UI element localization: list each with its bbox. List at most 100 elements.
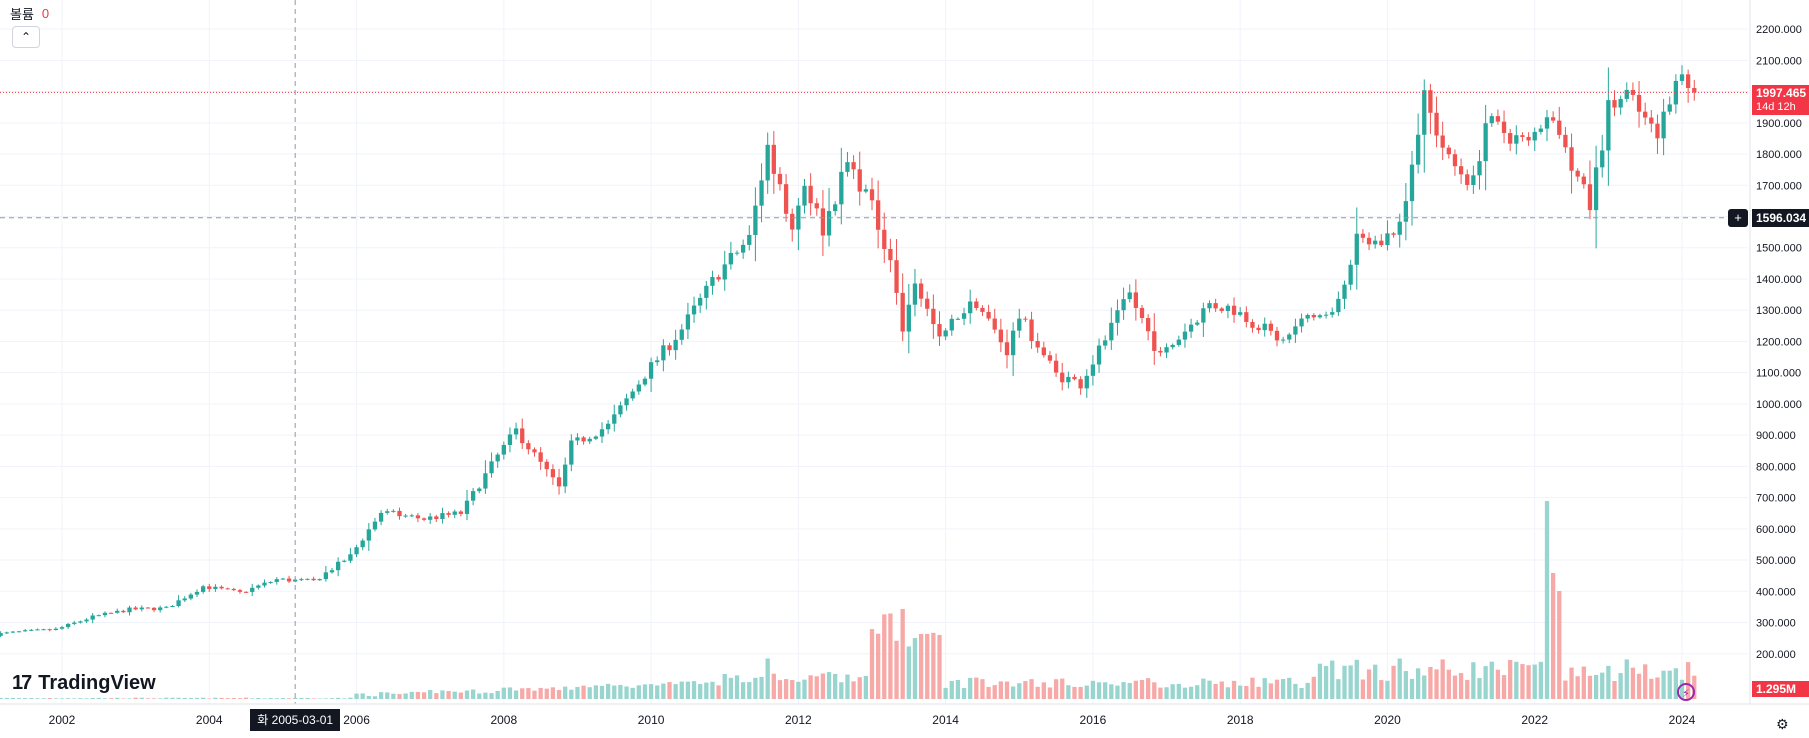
candle-body: [925, 298, 930, 309]
candle-body: [722, 264, 727, 280]
volume-bar: [293, 697, 298, 699]
candle-body: [323, 572, 329, 580]
candle-body: [470, 491, 476, 501]
volume-bar: [305, 698, 310, 699]
volume-bar: [986, 686, 991, 699]
candle-body: [1606, 100, 1611, 151]
volume-bar: [1238, 685, 1243, 699]
candle-body: [489, 461, 494, 474]
candle-body: [1526, 136, 1531, 141]
candle-body: [1643, 111, 1648, 118]
volume-bar: [698, 684, 703, 699]
candle-body: [65, 623, 71, 628]
volume-bar: [1532, 664, 1537, 699]
volume-bar: [1066, 685, 1071, 699]
volume-bar: [1409, 678, 1415, 699]
volume-bar: [250, 698, 255, 699]
candle-body: [1550, 117, 1556, 121]
volume-bar: [1121, 682, 1126, 699]
candle-body: [581, 437, 586, 442]
volume-bar: [1084, 685, 1089, 699]
volume-bar: [587, 687, 592, 699]
volume-bar: [513, 690, 519, 699]
add-alert-plus-icon[interactable]: +: [1728, 208, 1748, 227]
candle-body: [894, 260, 899, 293]
candle-body: [912, 283, 918, 305]
volume-bar: [1643, 664, 1648, 699]
candle-body: [1010, 330, 1016, 356]
candle-body: [1317, 315, 1323, 318]
volume-bar: [888, 613, 893, 699]
volume-bar: [728, 677, 734, 699]
volume-bar: [213, 697, 218, 699]
candle-body: [1244, 312, 1249, 322]
x-tick-label: 2004: [196, 713, 223, 727]
volume-bar: [1090, 680, 1096, 699]
candle-body: [415, 515, 421, 519]
candle-body: [1164, 347, 1169, 353]
candle-body: [139, 607, 144, 610]
candle-body: [1145, 318, 1151, 332]
candle-body: [1311, 314, 1316, 318]
tradingview-logo[interactable]: 17 TradingView: [12, 672, 156, 695]
candle-body: [1158, 350, 1163, 353]
candle-body: [1029, 319, 1034, 342]
settings-gear-icon[interactable]: ⚙: [1776, 716, 1789, 732]
volume-bar: [47, 698, 52, 699]
candle-body: [1458, 166, 1464, 175]
candle-body: [1501, 121, 1507, 134]
volume-bar: [1391, 665, 1396, 699]
candle-body: [747, 234, 752, 245]
volume-bar: [378, 692, 384, 699]
volume-bar: [237, 698, 243, 699]
candle-body: [612, 414, 617, 424]
volume-bar: [145, 698, 151, 699]
candle-body: [1465, 174, 1470, 185]
candle-body: [931, 308, 936, 325]
candle-body: [550, 469, 556, 478]
volume-bar: [526, 688, 531, 699]
volume-bar: [41, 698, 46, 699]
candle-body: [618, 405, 623, 415]
volume-bar: [1593, 674, 1599, 699]
volume-bar: [262, 698, 267, 699]
candle-body: [96, 615, 101, 617]
candle-body: [1532, 131, 1537, 141]
candle-body: [563, 464, 568, 487]
candle-body: [544, 461, 549, 470]
volume-bar: [323, 698, 329, 699]
volume-bar: [96, 697, 101, 699]
volume-bar: [495, 690, 500, 699]
candle-body: [1066, 376, 1071, 383]
candle-body: [1612, 100, 1617, 108]
candle-body: [845, 162, 850, 172]
candle-body: [219, 586, 224, 589]
volume-bar: [403, 693, 408, 699]
candle-body: [593, 436, 599, 439]
volume-bar: [1544, 501, 1550, 699]
volume-bar: [35, 698, 40, 699]
collapse-legend-button[interactable]: ⌃: [12, 26, 40, 48]
candle-body: [1636, 94, 1642, 112]
volume-bar: [1305, 682, 1310, 699]
volume-bar: [992, 685, 997, 699]
candle-body: [685, 314, 691, 330]
candle-body: [1225, 305, 1231, 311]
volume-last-tag: 1.295M: [1752, 681, 1809, 697]
lightning-icon[interactable]: ⚡: [1677, 683, 1695, 701]
x-tick-label: 2020: [1374, 713, 1401, 727]
candle-body: [1385, 233, 1390, 246]
candle-body: [305, 578, 310, 580]
volume-bar: [421, 692, 427, 699]
x-tick-label: 2018: [1227, 713, 1254, 727]
candle-body: [1575, 170, 1580, 177]
volume-bar: [1201, 678, 1206, 699]
volume-bar: [1280, 678, 1286, 699]
volume-bar: [1035, 686, 1040, 699]
volume-bar: [968, 677, 973, 699]
candle-body: [72, 622, 77, 624]
volume-bar: [1458, 673, 1464, 699]
y-tick-label: 1400.000: [1756, 274, 1802, 286]
volume-bar: [740, 682, 746, 699]
